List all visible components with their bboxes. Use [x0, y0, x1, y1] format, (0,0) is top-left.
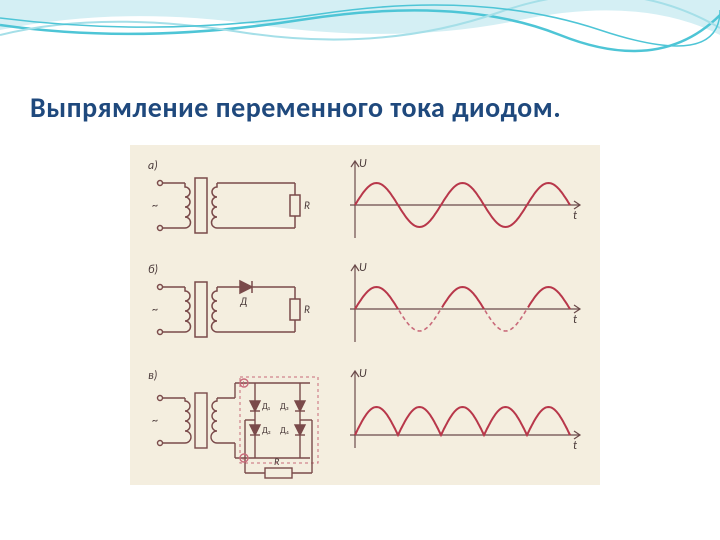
graph-b: U t — [345, 257, 590, 357]
diode-d3 — [295, 401, 305, 411]
circuit-b: б) ~ Д R — [140, 257, 340, 357]
circuit-a: а) ~ R — [140, 153, 340, 253]
svg-text:U: U — [359, 367, 367, 381]
graph-c: U t — [345, 363, 590, 463]
svg-text:~: ~ — [152, 414, 158, 428]
header-wave — [0, 0, 720, 60]
svg-text:R: R — [304, 199, 310, 212]
svg-text:U: U — [359, 261, 367, 275]
svg-text:-: - — [242, 452, 245, 465]
page-title: Выпрямление переменного тока диодом. — [30, 90, 690, 125]
row-label: а) — [148, 159, 158, 173]
diode-d4 — [295, 425, 305, 435]
svg-text:t: t — [573, 439, 578, 453]
diagram-container: а) ~ R — [130, 145, 600, 485]
svg-text:Д: Д — [239, 295, 247, 308]
diode-d2 — [250, 425, 260, 435]
svg-text:б): б) — [148, 263, 158, 277]
svg-text:U: U — [359, 157, 367, 171]
svg-text:Д₂: Д₂ — [262, 425, 271, 436]
diode-d1 — [250, 401, 260, 411]
svg-text:Д₄: Д₄ — [280, 425, 289, 436]
svg-text:~: ~ — [152, 303, 158, 317]
svg-text:в): в) — [148, 369, 157, 383]
row-a: а) ~ R — [130, 153, 600, 253]
svg-text:~: ~ — [152, 199, 158, 213]
graph-a: U t — [345, 153, 590, 253]
circuit-c: в) ~ Д₁ Д₂ — [140, 363, 340, 483]
svg-text:Д₁: Д₁ — [262, 401, 271, 412]
svg-text:t: t — [573, 209, 578, 223]
row-b: б) ~ Д R — [130, 257, 600, 357]
row-c: в) ~ Д₁ Д₂ — [130, 363, 600, 483]
svg-text:R: R — [304, 303, 310, 316]
svg-text:+: + — [241, 377, 246, 390]
svg-text:Д₃: Д₃ — [280, 401, 289, 412]
svg-text:t: t — [573, 313, 578, 327]
svg-text:R: R — [274, 455, 280, 468]
